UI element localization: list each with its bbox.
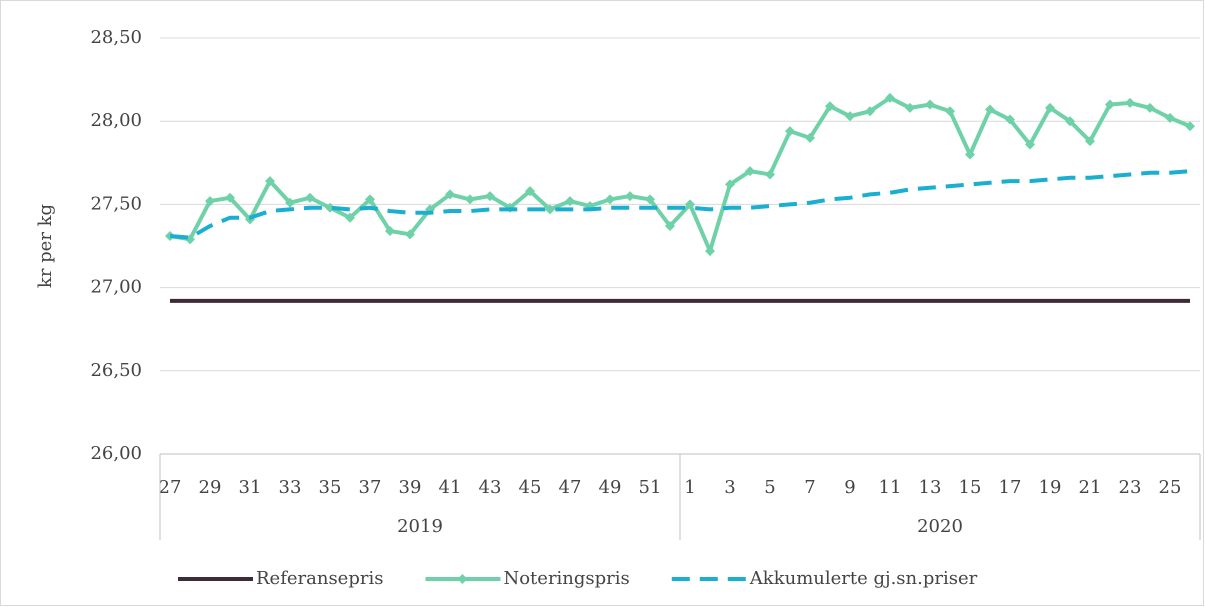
group-label: 2019 [397, 516, 443, 537]
data-point [1125, 97, 1135, 108]
data-point [685, 199, 695, 210]
x-tick-label: 9 [844, 477, 855, 498]
data-point [565, 196, 575, 207]
data-point [605, 194, 615, 205]
y-axis-label: kr per kg [35, 204, 56, 288]
data-point [745, 166, 755, 177]
legend-label: Noteringspris [503, 568, 629, 589]
x-tick-label: 39 [399, 477, 422, 498]
data-point [1065, 116, 1075, 127]
x-tick-label: 49 [599, 477, 622, 498]
x-tick-label: 17 [999, 477, 1022, 498]
data-point [945, 106, 955, 117]
x-tick-label: 47 [559, 477, 582, 498]
legend-label: Referansepris [256, 568, 383, 589]
y-tick-label: 28,00 [90, 110, 142, 131]
data-point [765, 169, 775, 180]
series-line [169, 95, 1191, 257]
data-point [845, 111, 855, 122]
data-point [1025, 139, 1035, 150]
x-tick-label: 1 [684, 477, 695, 498]
data-point [1105, 99, 1115, 110]
x-tick-label: 19 [1039, 477, 1062, 498]
data-point [665, 221, 675, 232]
x-tick-label: 29 [199, 477, 222, 498]
x-tick-label: 31 [239, 477, 262, 498]
data-point [1165, 112, 1175, 123]
data-point [725, 179, 735, 190]
y-tick-label: 27,00 [90, 277, 142, 298]
group-label: 2020 [917, 516, 963, 537]
data-point [825, 101, 835, 112]
x-tick-label: 23 [1119, 477, 1142, 498]
x-tick-label: 25 [1159, 477, 1182, 498]
data-point [1085, 136, 1095, 147]
x-tick-label: 27 [159, 477, 182, 498]
x-tick-label: 11 [879, 477, 902, 498]
data-point [265, 176, 275, 187]
data-point [385, 226, 395, 237]
x-tick-label: 13 [919, 477, 942, 498]
y-tick-label: 27,50 [90, 193, 142, 214]
data-point [1045, 102, 1055, 113]
series-line [169, 169, 1191, 240]
data-point [885, 92, 895, 103]
data-point [645, 194, 655, 205]
y-tick-label: 26,00 [90, 443, 142, 464]
data-point [705, 245, 715, 256]
x-tick-label: 37 [359, 477, 382, 498]
x-tick-label: 33 [279, 477, 302, 498]
data-point [285, 197, 295, 208]
x-tick-label: 7 [804, 477, 815, 498]
x-tick-label: 15 [959, 477, 982, 498]
data-point [305, 192, 315, 203]
data-point [1145, 102, 1155, 113]
data-point [205, 196, 215, 207]
data-point [545, 204, 555, 215]
data-point [1185, 121, 1195, 132]
data-point [525, 186, 535, 197]
x-tick-label: 41 [439, 477, 462, 498]
data-point [985, 104, 995, 115]
data-point [345, 212, 355, 223]
x-tick-label: 51 [639, 477, 662, 498]
x-tick-label: 43 [479, 477, 502, 498]
data-point [485, 191, 495, 202]
x-tick-label: 35 [319, 477, 342, 498]
data-point [465, 194, 475, 205]
data-point [925, 99, 935, 110]
y-tick-label: 26,50 [90, 360, 142, 381]
x-tick-label: 45 [519, 477, 542, 498]
legend-label: Akkumulerte gj.sn.priser [749, 568, 978, 589]
data-point [865, 106, 875, 117]
data-point [625, 191, 635, 202]
x-tick-label: 3 [724, 477, 735, 498]
data-point [965, 149, 975, 160]
x-tick-label: 21 [1079, 477, 1102, 498]
x-tick-label: 5 [764, 477, 775, 498]
y-tick-label: 28,50 [90, 27, 142, 48]
data-point [805, 132, 815, 143]
data-point [1005, 114, 1015, 125]
data-point [325, 202, 335, 213]
data-point [905, 102, 915, 113]
data-point [445, 189, 455, 200]
data-point [405, 229, 415, 240]
legend-marker [457, 574, 468, 584]
data-point [225, 192, 235, 203]
data-point [365, 194, 375, 205]
data-point [785, 126, 795, 137]
